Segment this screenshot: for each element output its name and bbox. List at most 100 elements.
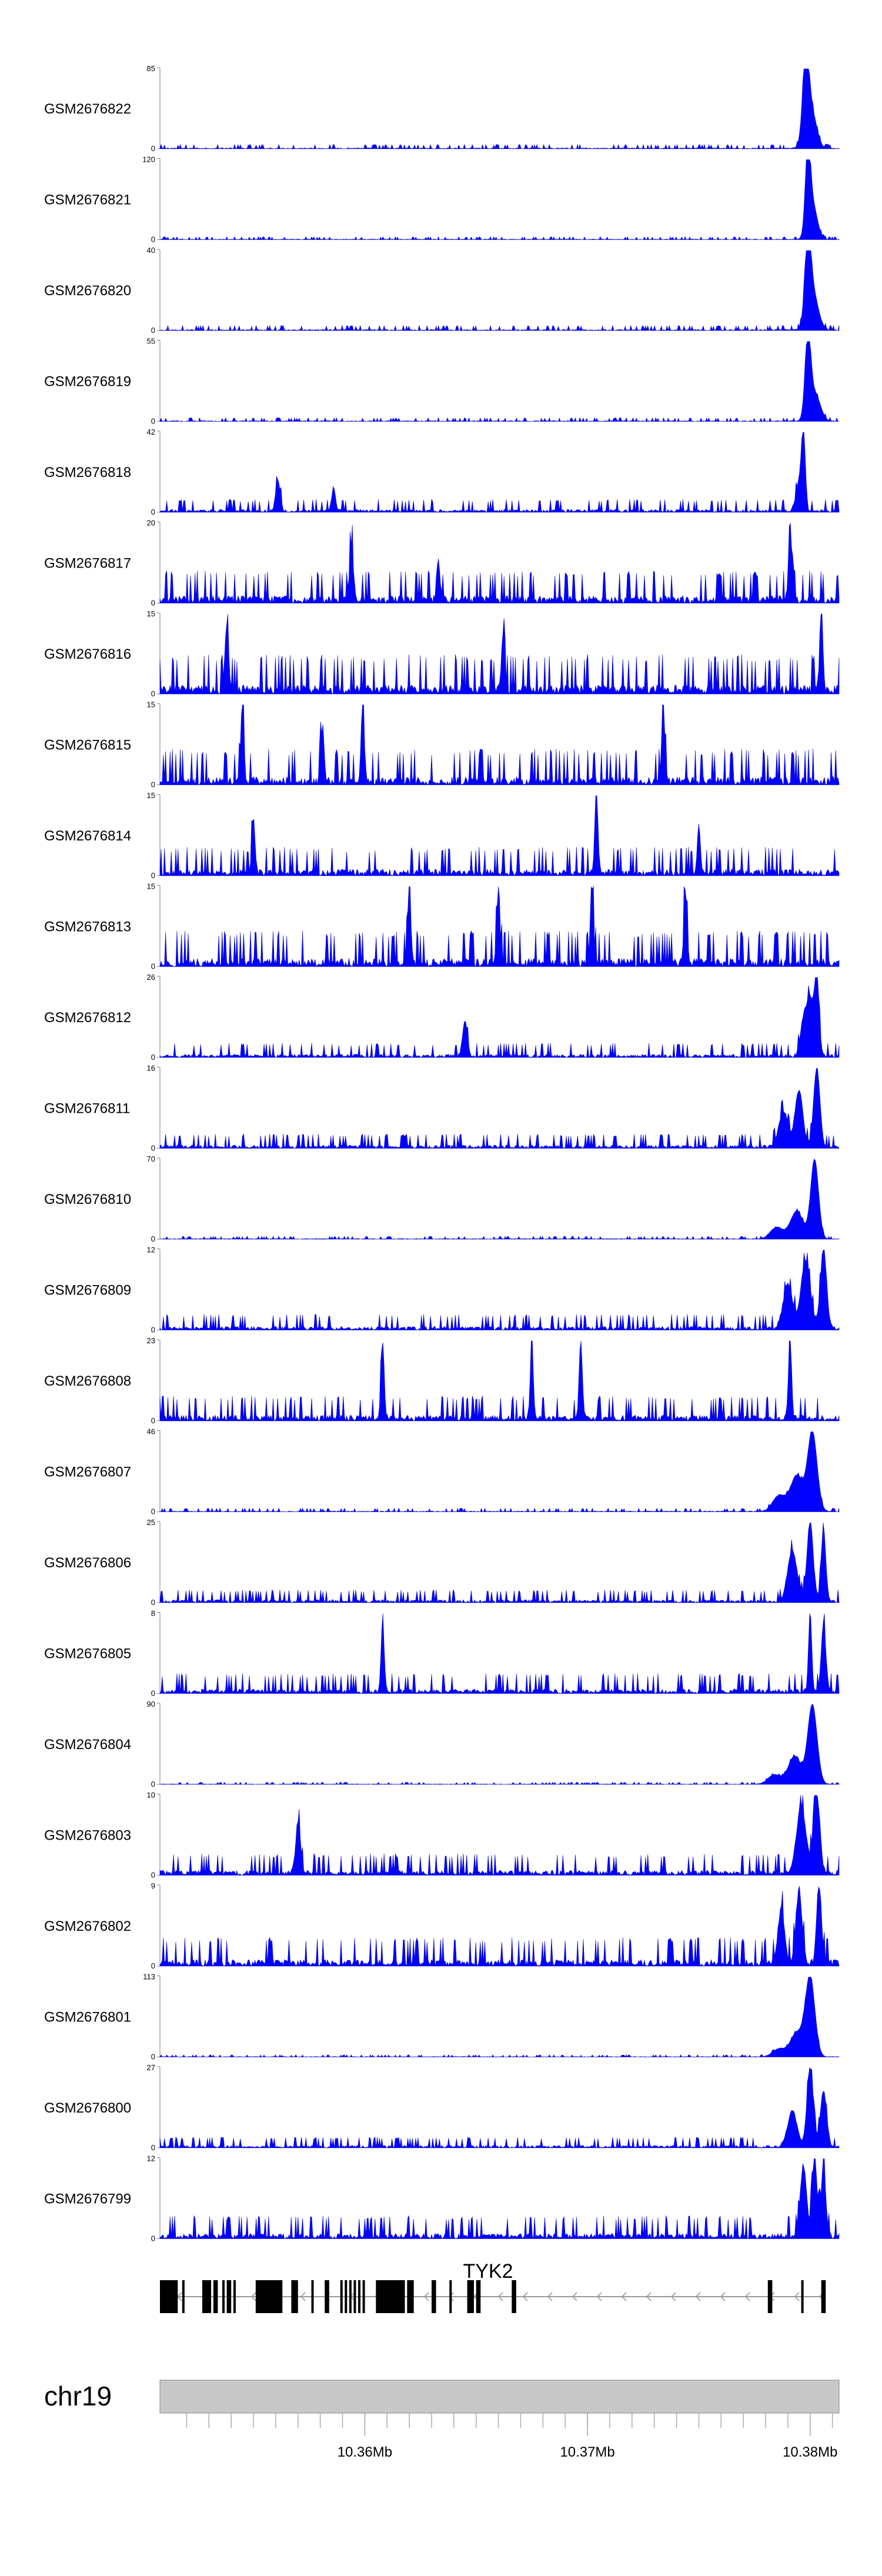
y-max-label: 40: [147, 246, 155, 255]
track-label: GSM2676804: [44, 1737, 131, 1753]
y-min-label: 0: [151, 508, 155, 516]
track-label: GSM2676802: [44, 1918, 131, 1934]
y-max-label: 12: [147, 2154, 155, 2163]
track-label: GSM2676803: [44, 1828, 131, 1844]
coverage-area: [159, 1068, 840, 1149]
exon-block: [449, 2280, 452, 2313]
exon-block: [291, 2280, 298, 2313]
track-GSM2676819: GSM2676819 55 0: [44, 337, 840, 426]
track-label: GSM2676816: [44, 646, 131, 662]
coverage-area: [159, 977, 840, 1058]
track-GSM2676821: GSM2676821 120 0: [44, 155, 840, 244]
coverage-area: [159, 886, 840, 967]
coverage-area: [159, 68, 840, 150]
exon-block: [213, 2280, 218, 2313]
coverage-area: [159, 1159, 840, 1240]
strand-arrow: [646, 2292, 652, 2301]
y-min-label: 0: [151, 1053, 155, 1062]
track-label: GSM2676813: [44, 919, 131, 935]
y-max-label: 113: [143, 1973, 155, 1981]
track-label: GSM2676819: [44, 374, 131, 390]
track-GSM2676807: GSM2676807 46 0: [44, 1427, 840, 1516]
track-label: GSM2676809: [44, 1283, 131, 1299]
exon-block: [358, 2280, 361, 2313]
y-min-label: 0: [151, 599, 155, 608]
y-min-label: 0: [151, 326, 155, 335]
track-label: GSM2676807: [44, 1464, 131, 1480]
y-min-label: 0: [151, 689, 155, 698]
y-max-label: 15: [147, 609, 155, 618]
exon-block: [767, 2280, 773, 2313]
strand-arrow: [423, 2292, 429, 2301]
y-max-label: 70: [147, 1154, 155, 1163]
chromosome-ideogram: [159, 2380, 840, 2414]
strand-arrow: [448, 2292, 454, 2301]
track-label: GSM2676805: [44, 1646, 131, 1662]
exon-block: [345, 2280, 348, 2313]
strand-arrow: [572, 2292, 577, 2301]
y-max-label: 27: [147, 2063, 155, 2072]
axis-tick-label: 10.36Mb: [338, 2444, 392, 2460]
y-min-label: 0: [151, 1780, 155, 1788]
y-max-label: 10: [147, 1791, 155, 1800]
coverage-area: [159, 159, 840, 241]
y-min-label: 0: [151, 1144, 155, 1153]
exon-block: [202, 2280, 212, 2313]
exon-block: [376, 2280, 405, 2313]
axis-tick-label: 10.38Mb: [783, 2444, 837, 2460]
y-min-label: 0: [151, 235, 155, 244]
coverage-area: [159, 1795, 840, 1876]
track-label: GSM2676806: [44, 1555, 131, 1571]
y-max-label: 9: [151, 1881, 155, 1890]
y-min-label: 0: [151, 417, 155, 426]
y-max-label: 46: [147, 1427, 155, 1436]
coverage-area: [159, 1522, 840, 1604]
track-GSM2676816: GSM2676816 15 0: [44, 609, 840, 698]
track-GSM2676804: GSM2676804 90 0: [44, 1700, 840, 1788]
exon-block: [432, 2280, 436, 2313]
y-min-label: 0: [151, 1234, 155, 1243]
coverage-area: [159, 1613, 840, 1694]
y-max-label: 120: [142, 155, 155, 164]
exon-block: [821, 2280, 826, 2313]
y-min-label: 0: [151, 144, 155, 153]
track-GSM2676810: GSM2676810 70 0: [44, 1154, 840, 1243]
exon-block: [476, 2280, 481, 2313]
y-max-label: 25: [147, 1518, 155, 1527]
y-min-label: 0: [151, 962, 155, 971]
y-max-label: 20: [147, 519, 155, 528]
track-GSM2676806: GSM2676806 25 0: [44, 1518, 840, 1607]
y-min-label: 0: [151, 780, 155, 789]
exon-block: [801, 2280, 804, 2313]
coverage-area: [159, 2067, 840, 2148]
track-GSM2676808: GSM2676808 23 0: [44, 1336, 840, 1425]
y-min-label: 0: [151, 1416, 155, 1425]
exon-block: [226, 2280, 232, 2313]
track-GSM2676814: GSM2676814 15 0: [44, 791, 840, 880]
y-min-label: 0: [151, 2053, 155, 2061]
exon-block: [311, 2280, 314, 2313]
y-min-label: 0: [151, 871, 155, 880]
y-min-label: 0: [151, 1871, 155, 1880]
y-max-label: 26: [147, 973, 155, 982]
track-label: GSM2676811: [44, 1101, 130, 1117]
track-GSM2676809: GSM2676809 12 0: [44, 1246, 840, 1334]
y-min-label: 0: [151, 1689, 155, 1698]
coverage-area: [159, 341, 840, 422]
exon-block: [325, 2280, 329, 2313]
exon-block: [233, 2280, 236, 2313]
track-GSM2676817: GSM2676817 20 0: [44, 519, 840, 608]
coverage-area: [159, 432, 840, 513]
y-max-label: 15: [147, 700, 155, 709]
track-label: GSM2676814: [44, 828, 131, 844]
strand-arrow: [670, 2292, 676, 2301]
exon-block: [349, 2280, 352, 2313]
coverage-area: [159, 1704, 840, 1785]
track-label: GSM2676801: [44, 2010, 131, 2026]
track-GSM2676802: GSM2676802 9 0: [44, 1881, 840, 1970]
coverage-area: [159, 1340, 840, 1422]
exon-block: [353, 2280, 356, 2313]
exon-block: [362, 2280, 365, 2313]
track-GSM2676818: GSM2676818 42 0: [44, 428, 840, 516]
